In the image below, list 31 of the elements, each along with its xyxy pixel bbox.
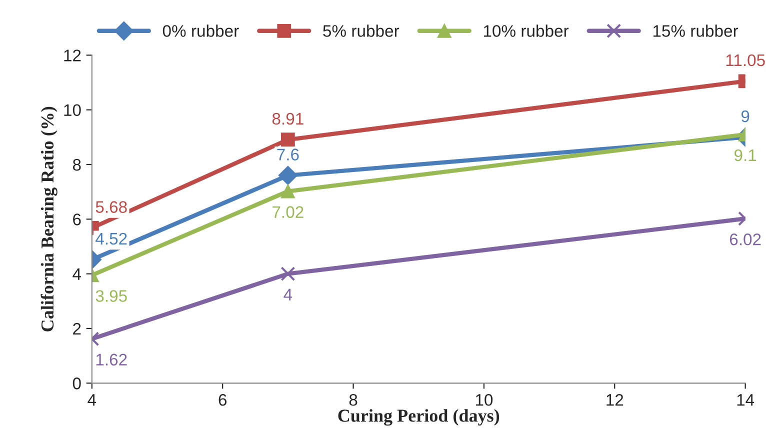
legend-label: 5% rubber xyxy=(323,24,400,37)
data-label: 5.68 xyxy=(96,201,127,213)
y-tick-label: 10 xyxy=(64,104,81,116)
y-tick-label: 0 xyxy=(72,378,81,390)
y-tick-label: 2 xyxy=(73,322,81,335)
data-label: 9 xyxy=(741,110,750,122)
x-tick-label: 12 xyxy=(606,394,624,406)
y-tick-label: 12 xyxy=(64,50,81,62)
x-tick-label: 8 xyxy=(349,394,358,406)
data-label: 3.95 xyxy=(96,290,127,302)
data-label: 1.62 xyxy=(96,354,127,366)
data-label: 7.6 xyxy=(277,148,299,160)
data-label: 9.1 xyxy=(734,149,756,162)
data-label: 6.02 xyxy=(730,234,761,246)
data-label: 8.91 xyxy=(272,112,304,125)
data-label: 4.52 xyxy=(96,232,127,245)
legend-label: 10% rubber xyxy=(484,24,569,37)
x-tick-label: 10 xyxy=(476,394,493,406)
data-label: 7.02 xyxy=(272,206,304,218)
y-axis-title: California Bearing Ratio (%) xyxy=(40,106,58,332)
y-tick-label: 6 xyxy=(73,214,81,226)
x-tick-label: 4 xyxy=(88,394,96,406)
x-tick-label: 14 xyxy=(737,394,754,406)
legend-label: 15% rubber xyxy=(653,24,738,37)
y-tick-label: 8 xyxy=(72,158,81,171)
legend-label: 0% rubber xyxy=(162,24,239,37)
x-axis-title: Curing Period (days) xyxy=(338,409,500,426)
y-tick-label: 4 xyxy=(72,268,82,280)
data-label: 11.05 xyxy=(726,54,765,66)
data-label: 4 xyxy=(284,288,292,300)
x-tick-label: 6 xyxy=(218,394,226,406)
